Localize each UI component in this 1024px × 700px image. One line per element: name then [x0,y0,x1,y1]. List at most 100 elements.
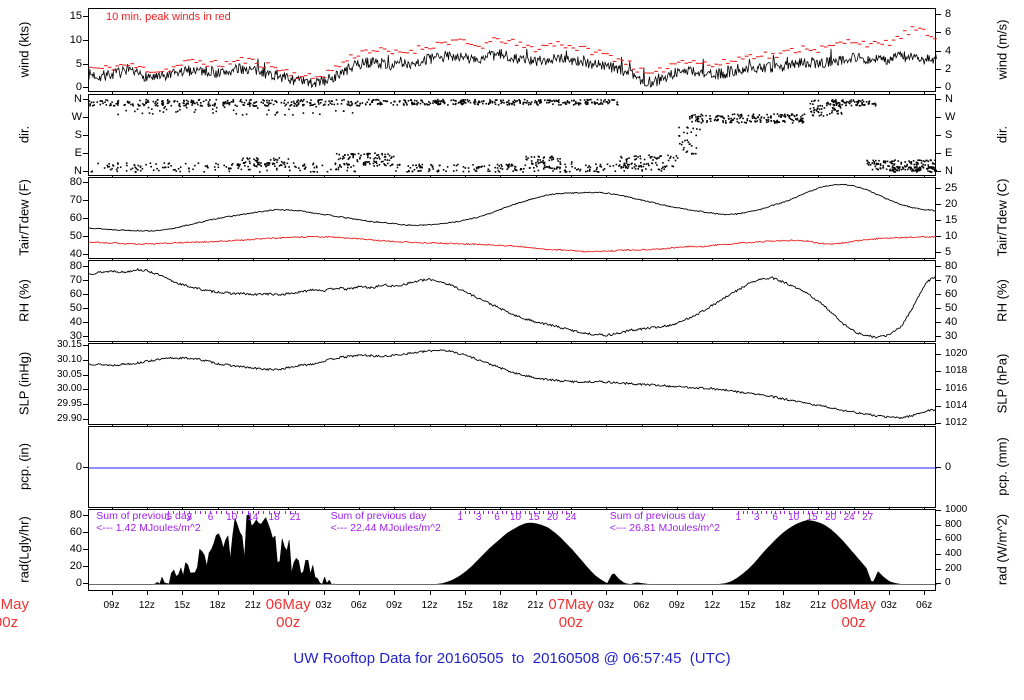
dir-point [205,99,207,101]
dir-point [197,99,200,101]
rh-right-tick-label: 40 [945,316,958,329]
dir-point [212,112,214,114]
dir-point [886,160,889,163]
dir-point [351,104,353,106]
dir-point [552,170,554,172]
dir-point [536,103,538,106]
temp-bottom-minortick [394,259,396,261]
dir-point [280,101,283,104]
dir-point [373,165,375,167]
slp-right-tick-label: 1014 [945,399,968,411]
dir-point [116,170,119,173]
rad-sum-annotation-line2: <--- 1.42 MJoules/m^2 [96,522,201,534]
dir-point [402,103,405,105]
rad-mj-minortick [756,511,758,514]
dir-point [239,100,241,103]
dir-point [738,117,741,120]
dir-point [850,99,852,101]
dir-point [424,103,426,106]
dir-point [232,101,235,103]
wind-left-tick-label: 10 [69,34,82,47]
dir-point [543,166,546,169]
dir-point [158,169,160,172]
dir-point [810,100,813,103]
dir-point [574,103,577,105]
dir-point [775,120,778,123]
dir-point [926,168,928,170]
x-tick-label: 09z [668,600,685,611]
dir-point [527,103,530,106]
slp-bottom-minortick [252,425,254,427]
dir-point [206,164,209,167]
dir-point [369,103,371,105]
dir-point [700,113,703,116]
slp-bottom-minortick [818,425,820,427]
temp-bottom-minortick [712,259,714,261]
dir-point [875,103,877,106]
dir-point [916,168,919,171]
dir-point [685,151,688,153]
wind-bottom-minortick [323,92,325,94]
dir-point [215,162,217,165]
dir-point [635,158,638,160]
dir-point [474,170,477,172]
slp-left-tick [83,374,88,376]
dir-point [690,114,693,117]
dir-point [232,109,235,112]
dir-point [753,116,755,118]
dir-right-tick [936,171,941,172]
dir-point [134,110,136,113]
dir-point [914,166,917,168]
dir-point [175,111,177,113]
dir-point [933,163,935,165]
pcp-bottom-minortick [818,508,820,510]
rad-right-tick-label: 0 [945,577,951,589]
pcp-left-tick [83,467,88,468]
dir-left-tick-label: E [74,147,82,159]
dir-point [327,104,330,106]
dir-point [540,161,542,163]
dir-point [384,158,386,161]
dir-point [740,116,742,118]
dir-point [651,162,653,165]
dir-point [627,164,629,166]
dir-point [439,102,442,105]
rad-mj-minortick [478,511,480,514]
pcp-right-tick-label: 0 [945,461,952,473]
rad-bottom-minortick [429,591,431,595]
dir-point [335,110,337,112]
dir-point [615,163,618,166]
dir-point [319,113,321,115]
dir-point [145,98,147,101]
dir-point [696,116,699,118]
slp-left-tick-label: 30.00 [56,383,82,395]
dir-point [371,101,374,103]
dir-point [659,155,661,157]
dir-point [571,161,573,163]
dir-point [835,102,838,105]
dir-point [310,99,312,101]
dir-left-tick-label: W [71,111,82,123]
dir-point [565,171,568,173]
dir-point [292,114,294,116]
temp-bottom-minortick [182,259,184,261]
dir-point [927,164,929,166]
rad-mj-minortick [798,511,800,514]
dir-point [271,99,273,102]
dir-point [568,102,571,104]
dir-point [879,167,882,170]
dir-point [587,166,589,169]
dir-point [476,167,478,170]
rad-mj-minortick [547,511,549,514]
dir-point [315,165,318,167]
dir-point [379,158,381,160]
dir-point [587,101,589,104]
rad-mj-minortick [194,511,196,514]
dir-point [700,122,703,124]
dir-point [466,99,469,101]
dir-point [454,99,456,102]
rad-left-tick-label: 0 [75,577,82,590]
dir-point [564,102,566,104]
rh-bottom-minortick [429,342,431,344]
dir-point [728,118,730,120]
